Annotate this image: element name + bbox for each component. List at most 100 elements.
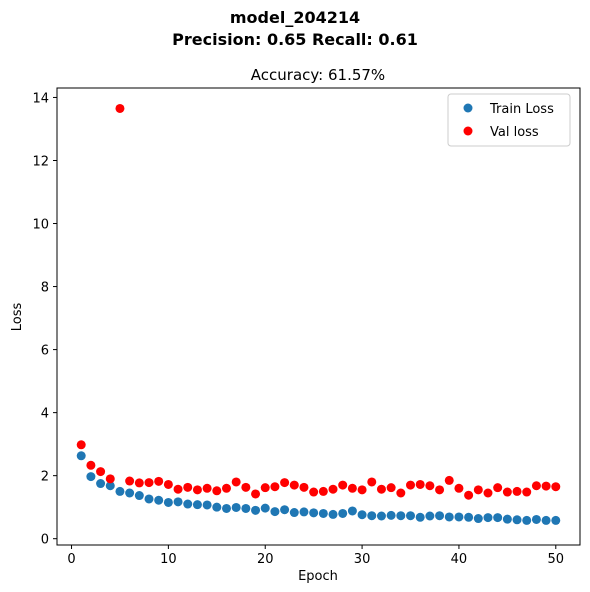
train-loss-point <box>454 512 464 522</box>
train-loss-point <box>522 515 532 525</box>
train-loss-point <box>173 497 183 507</box>
val-loss-point <box>415 479 425 489</box>
val-loss-point <box>134 478 144 488</box>
val-loss-point <box>154 476 164 486</box>
train-loss-point <box>502 514 512 524</box>
train-loss-point <box>406 511 416 521</box>
val-loss-point <box>96 467 106 477</box>
train-loss-point <box>328 509 338 519</box>
val-loss-point <box>270 482 280 492</box>
val-loss-point <box>502 487 512 497</box>
train-loss-point <box>96 479 106 489</box>
val-loss-point <box>493 483 503 493</box>
val-loss-point <box>531 481 541 491</box>
val-loss-point <box>309 487 319 497</box>
train-loss-point <box>318 508 328 518</box>
val-loss-point <box>328 484 338 494</box>
train-loss-point <box>183 499 193 509</box>
val-loss-point <box>289 480 299 490</box>
val-loss-point <box>367 477 377 487</box>
val-loss-point <box>454 483 464 493</box>
val-loss-point <box>125 476 135 486</box>
val-loss-point <box>551 482 561 492</box>
plot-area: 0 10 20 30 40 50 0 2 4 6 8 10 12 14 Train Loss Val loss <box>32 87 581 567</box>
train-loss-point <box>493 513 503 523</box>
legend-val-loss-label: Val loss <box>490 125 539 140</box>
train-loss-point <box>86 472 96 482</box>
y-tick-label: 10 <box>32 218 49 233</box>
val-loss-point <box>318 486 328 496</box>
val-loss-point <box>115 103 125 113</box>
train-loss-point <box>280 505 290 515</box>
train-loss-point <box>367 511 377 521</box>
train-loss-point <box>202 500 212 510</box>
train-loss-point <box>260 503 270 513</box>
train-loss-point <box>115 486 125 496</box>
train-loss-point <box>154 495 164 505</box>
train-loss-point <box>241 503 251 513</box>
train-loss-point <box>483 513 493 523</box>
train-loss-point <box>125 488 135 498</box>
train-loss-point <box>357 510 367 520</box>
train-loss-point <box>299 507 309 517</box>
train-loss-point <box>251 505 261 515</box>
y-axis-label: Loss <box>10 303 25 332</box>
val-loss-point <box>386 483 396 493</box>
val-loss-point <box>473 485 483 495</box>
val-loss-point <box>396 488 406 498</box>
train-loss-point <box>221 503 231 513</box>
x-tick-label: 30 <box>354 552 371 567</box>
val-loss-point <box>163 479 173 489</box>
val-loss-point <box>406 480 416 490</box>
legend-train-loss-label: Train Loss <box>489 102 554 117</box>
y-tick-label: 2 <box>41 470 49 485</box>
x-tick-label: 50 <box>548 552 565 567</box>
train-loss-point <box>541 515 551 525</box>
val-loss-point <box>202 483 212 493</box>
val-loss-point <box>299 482 309 492</box>
train-loss-point <box>415 512 425 522</box>
val-loss-point <box>464 490 474 500</box>
train-loss-point <box>473 514 483 524</box>
val-loss-point <box>173 484 183 494</box>
val-loss-point <box>512 486 522 496</box>
y-tick-label: 14 <box>32 91 49 106</box>
val-loss-point <box>280 478 290 488</box>
figure-suptitle-metrics: Precision: 0.65 Recall: 0.61 <box>172 30 418 49</box>
val-loss-point <box>541 481 551 491</box>
val-loss-point <box>338 480 348 490</box>
val-loss-point <box>144 478 154 488</box>
y-tick-label: 12 <box>32 154 49 169</box>
train-loss-point <box>376 511 386 521</box>
train-loss-point <box>270 507 280 517</box>
val-loss-point <box>522 487 532 497</box>
train-loss-point <box>144 494 154 504</box>
val-loss-point <box>260 483 270 493</box>
val-loss-point <box>76 440 86 450</box>
train-loss-point <box>444 512 454 522</box>
train-loss-point <box>192 500 202 510</box>
legend-train-loss-marker <box>463 103 473 113</box>
val-loss-point <box>251 489 261 499</box>
val-loss-point <box>192 485 202 495</box>
val-loss-point <box>376 484 386 494</box>
x-axis-label: Epoch <box>298 569 338 584</box>
val-loss-point <box>105 474 115 484</box>
val-loss-point <box>347 483 357 493</box>
train-loss-point <box>551 515 561 525</box>
train-loss-point <box>134 491 144 501</box>
x-tick-label: 0 <box>67 552 75 567</box>
val-loss-point <box>212 486 222 496</box>
train-loss-point <box>163 497 173 507</box>
train-loss-point <box>464 512 474 522</box>
legend-val-loss-marker <box>463 126 473 136</box>
train-loss-point <box>76 451 86 461</box>
val-loss-point <box>221 483 231 493</box>
val-loss-point <box>231 477 241 487</box>
val-loss-point <box>425 481 435 491</box>
train-loss-point <box>231 502 241 512</box>
train-loss-point <box>105 481 115 491</box>
y-tick-label: 8 <box>41 281 49 296</box>
train-loss-point <box>289 508 299 518</box>
